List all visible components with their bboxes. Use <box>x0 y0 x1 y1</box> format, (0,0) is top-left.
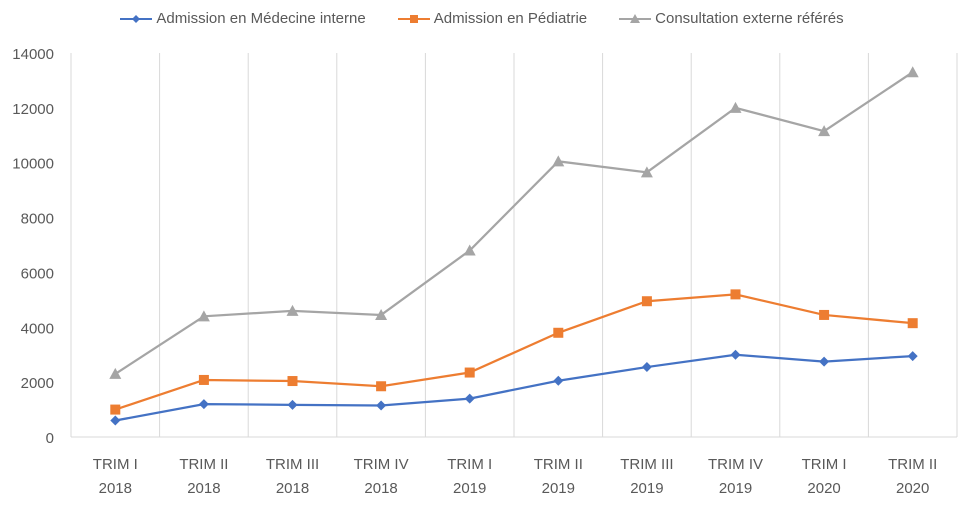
data-point-square <box>110 404 121 415</box>
data-point-diamond <box>730 349 741 360</box>
x-tick-label: 2020 <box>896 480 929 497</box>
data-point-diamond <box>110 415 121 426</box>
x-tick-label: TRIM IV <box>708 456 763 473</box>
legend-marker-square-icon <box>397 14 430 23</box>
y-axis-ticks: 0 2000 4000 6000 8000 10000 12000 14000 <box>12 46 54 447</box>
x-tick-label: TRIM I <box>802 456 847 473</box>
data-point-triangle <box>197 310 210 322</box>
x-tick-label: 2019 <box>542 480 575 497</box>
x-tick-label: TRIM I <box>93 456 138 473</box>
data-point-diamond <box>198 399 209 410</box>
data-point-square <box>819 309 830 320</box>
legend-item-consultation: Consultation externe référés <box>619 10 844 27</box>
legend-item-pediatrie: Admission en Pédiatrie <box>397 10 588 27</box>
x-tick-label: TRIM II <box>179 456 228 473</box>
data-point-square <box>198 374 209 385</box>
y-tick-label: 14000 <box>12 46 54 63</box>
series-line <box>114 293 913 411</box>
y-tick-label: 8000 <box>21 211 54 228</box>
data-point-triangle <box>906 66 919 78</box>
y-tick-label: 10000 <box>12 156 54 173</box>
series-group <box>109 66 919 426</box>
data-point-triangle <box>286 304 299 316</box>
data-point-triangle <box>375 308 388 320</box>
x-tick-label: 2019 <box>630 480 663 497</box>
legend: Admission en Médecine interne Admission … <box>0 10 964 27</box>
x-tick-label: TRIM III <box>266 456 319 473</box>
legend-item-medecine: Admission en Médecine interne <box>120 10 366 27</box>
gridlines <box>70 53 958 438</box>
data-point-diamond <box>376 400 387 411</box>
legend-marker-diamond-icon <box>120 14 153 23</box>
data-point-triangle <box>552 155 565 167</box>
data-point-triangle <box>109 367 122 379</box>
data-point-triangle <box>729 101 742 113</box>
data-point-diamond <box>287 399 298 410</box>
x-tick-label: 2019 <box>719 480 752 497</box>
x-tick-label: TRIM IV <box>354 456 409 473</box>
data-point-triangle <box>463 244 476 256</box>
x-tick-label: 2018 <box>187 480 220 497</box>
x-tick-label: 2020 <box>807 480 840 497</box>
x-tick-label: TRIM I <box>447 456 492 473</box>
y-tick-label: 6000 <box>21 265 54 282</box>
legend-label: Admission en Pédiatrie <box>433 10 588 27</box>
x-tick-label: 2018 <box>99 480 132 497</box>
x-axis-ticks: TRIM I 2018 TRIM II 2018 TRIM III 2018 TRIM IV… <box>93 456 937 497</box>
data-point-square <box>376 381 387 392</box>
data-point-triangle <box>640 166 653 178</box>
y-tick-label: 2000 <box>21 375 54 392</box>
data-point-diamond <box>641 362 652 373</box>
data-point-square <box>464 367 475 378</box>
series-line <box>114 71 914 375</box>
legend-label: Consultation externe référés <box>655 10 844 27</box>
data-point-square <box>730 289 741 300</box>
series-line <box>115 353 913 422</box>
data-point-diamond <box>464 393 475 404</box>
x-tick-label: TRIM III <box>620 456 673 473</box>
x-tick-label: TRIM II <box>534 456 583 473</box>
data-point-square <box>907 318 918 329</box>
data-point-diamond <box>819 356 830 367</box>
legend-label: Admission en Médecine interne <box>156 10 366 27</box>
data-point-diamond <box>907 351 918 362</box>
data-point-square <box>287 376 298 387</box>
y-tick-label: 12000 <box>12 101 54 118</box>
y-tick-label: 4000 <box>21 320 54 337</box>
data-point-square <box>553 327 564 338</box>
data-point-square <box>641 296 652 307</box>
data-point-diamond <box>553 375 564 386</box>
x-tick-label: 2018 <box>364 480 397 497</box>
x-tick-label: 2018 <box>276 480 309 497</box>
data-point-triangle <box>818 125 831 137</box>
y-tick-label: 0 <box>46 430 54 447</box>
legend-marker-triangle-icon <box>619 13 652 23</box>
x-tick-label: TRIM II <box>888 456 937 473</box>
x-tick-label: 2019 <box>453 480 486 497</box>
